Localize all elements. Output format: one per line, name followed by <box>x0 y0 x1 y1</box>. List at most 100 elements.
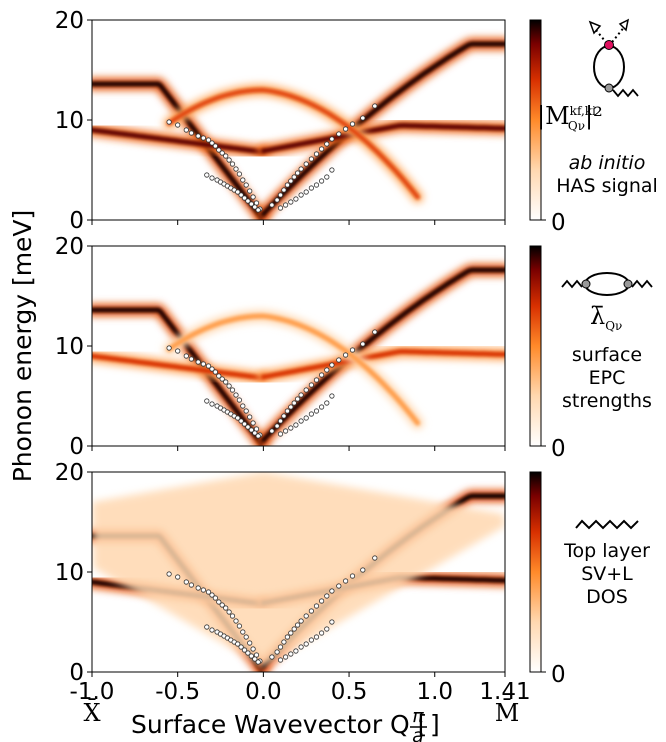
data-point-rayleigh-left <box>226 609 232 615</box>
y-tick-label: 0 <box>69 660 84 686</box>
loop-diagram-icon <box>593 45 625 89</box>
data-point-low-left <box>209 401 215 407</box>
data-point-low-right <box>308 185 314 191</box>
data-point-rayleigh-left <box>188 130 194 136</box>
data-point-low-left <box>255 659 261 665</box>
data-point-rayleigh-left <box>219 376 225 382</box>
data-point-rayleigh-left <box>223 379 229 385</box>
data-point-rayleigh-right <box>291 174 297 180</box>
panel-2-label: surface EPC strengths <box>562 344 652 412</box>
data-point-rayleigh-right <box>284 182 290 188</box>
data-point-rayleigh-left <box>250 646 256 652</box>
y-tick-label: 0 <box>69 208 84 234</box>
data-point-rayleigh-left <box>229 161 236 167</box>
data-point-rayleigh-right <box>336 357 342 363</box>
data-point-rayleigh-left <box>212 369 218 375</box>
data-point-rayleigh-right <box>329 362 335 368</box>
data-point-rayleigh-left <box>216 599 222 605</box>
x-tick-label: 1.41 <box>479 679 530 705</box>
data-point-rayleigh-right <box>288 404 294 410</box>
data-point-rayleigh-left <box>216 373 222 379</box>
data-point-rayleigh-right <box>294 170 301 176</box>
data-point-rayleigh-left <box>223 605 229 611</box>
data-point-rayleigh-left <box>183 353 189 359</box>
data-point-low-left <box>252 204 258 210</box>
data-point-rayleigh-left <box>236 397 242 403</box>
data-point-low-right <box>318 630 325 636</box>
y-tick-label: 20 <box>55 234 84 260</box>
data-point-rayleigh-right <box>298 618 304 624</box>
data-point-rayleigh-left <box>205 137 212 143</box>
data-point-rayleigh-right <box>336 583 342 589</box>
data-point-rayleigh-left <box>209 140 215 146</box>
panel-2-heatmap <box>92 246 505 446</box>
data-point-rayleigh-left <box>166 119 172 125</box>
data-point-rayleigh-right <box>284 408 290 414</box>
data-point-rayleigh-right <box>329 136 335 142</box>
phonon-wavy-icon <box>612 88 639 98</box>
data-point-low-right <box>277 431 284 437</box>
data-point-rayleigh-right <box>277 192 284 198</box>
data-point-rayleigh-right <box>349 347 356 353</box>
data-point-rayleigh-left <box>250 194 256 200</box>
data-point-rayleigh-left <box>247 188 253 194</box>
longitudinal-resonance-branch <box>92 127 266 155</box>
panel-2-background <box>92 246 505 446</box>
x-tick-label: 0.0 <box>245 679 282 705</box>
x-high-symmetry-left: X̄ <box>83 699 100 727</box>
data-point-low-left <box>241 647 248 653</box>
data-point-rayleigh-left <box>209 366 215 372</box>
data-point-rayleigh-right <box>342 126 349 132</box>
data-point-rayleigh-left <box>195 585 201 591</box>
data-point-rayleigh-right <box>308 382 314 388</box>
data-point-rayleigh-right <box>303 161 309 167</box>
data-point-low-left <box>255 207 261 213</box>
vertex-right-icon <box>623 279 633 289</box>
data-point-rayleigh-left <box>219 150 225 156</box>
panel-1-label: ab initio HAS signal <box>556 152 658 197</box>
data-point-rayleigh-right <box>294 396 301 402</box>
surface-rayleigh-branch <box>260 41 505 217</box>
data-point-rayleigh-left <box>243 408 249 414</box>
data-point-low-right <box>282 428 289 434</box>
upper-branch-branch <box>166 87 421 200</box>
x-tick-label: -0.5 <box>155 679 200 705</box>
data-point-rayleigh-right <box>298 392 304 398</box>
data-point-rayleigh-left <box>183 127 189 133</box>
data-point-rayleigh-right <box>324 141 330 147</box>
data-point-low-left <box>209 175 215 181</box>
data-point-rayleigh-right <box>291 400 297 406</box>
data-point-rayleigh-left <box>212 595 218 601</box>
bubble-diagram-icon <box>584 272 630 296</box>
x-axis-label-frac-den: a <box>412 725 424 742</box>
panel-3-heatmap <box>92 472 505 672</box>
panel-2: 0 10 20 0 <box>55 234 566 462</box>
panel-2-math-label: λ̄Qν <box>590 302 623 333</box>
data-point-low-left <box>238 192 244 198</box>
colorbar-3 <box>529 471 542 673</box>
data-point-rayleigh-left <box>175 574 181 580</box>
outgoing-line-icon <box>608 25 626 47</box>
data-point-rayleigh-right <box>318 146 325 152</box>
data-point-low-left <box>255 433 261 439</box>
phonon-wavy-left-icon <box>561 279 583 289</box>
data-point-low-left <box>235 641 241 647</box>
data-point-rayleigh-right <box>342 578 349 584</box>
data-point-low-right <box>308 411 314 417</box>
data-point-rayleigh-right <box>277 644 284 650</box>
data-point-rayleigh-left <box>226 157 232 163</box>
data-point-rayleigh-right <box>274 197 280 203</box>
data-point-low-right <box>298 644 304 650</box>
data-point-rayleigh-left <box>236 171 242 177</box>
data-point-rayleigh-left <box>209 592 215 598</box>
data-point-rayleigh-left <box>243 634 249 640</box>
data-point-low-right <box>329 167 335 173</box>
x-tick-label: 0.5 <box>331 679 368 705</box>
data-point-rayleigh-right <box>284 634 290 640</box>
data-point-low-left <box>204 624 210 630</box>
data-point-low-right <box>324 174 330 180</box>
vertex-grey-icon <box>604 83 614 93</box>
panel-1-math-label: |Mkf,kiQν|² <box>537 102 603 133</box>
x-axis-label: Surface Wavevector Q [ <box>131 710 427 739</box>
data-point-low-left <box>248 427 254 433</box>
